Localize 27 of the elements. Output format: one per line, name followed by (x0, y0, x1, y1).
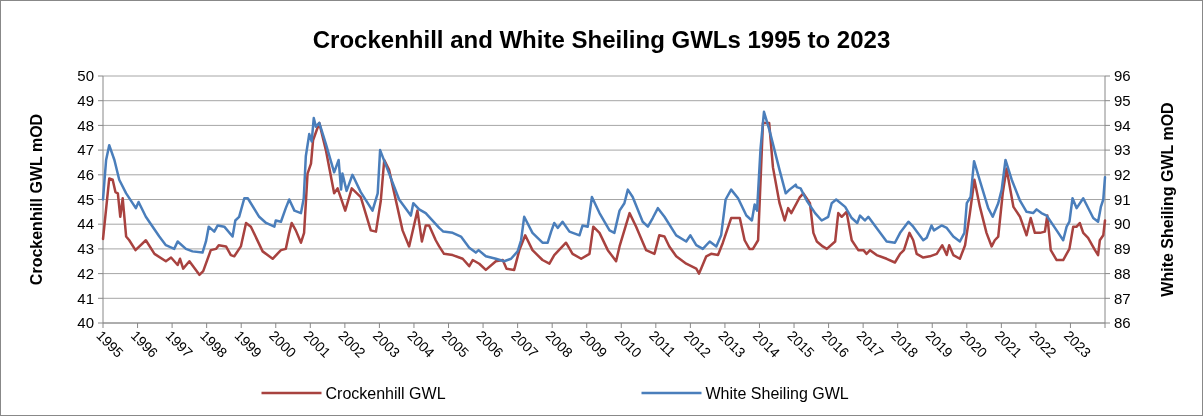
y2-tick-label: 86 (1114, 314, 1131, 332)
y2-tick-label: 89 (1114, 240, 1131, 258)
y2-tick-label: 91 (1114, 190, 1131, 208)
y2-tick-label: 93 (1114, 141, 1131, 159)
y2-tick-label: 95 (1114, 91, 1131, 109)
y2-axis-title: White Sheiling GWL mOD (1159, 102, 1176, 297)
y-tick-label: 50 (77, 67, 94, 85)
y-tick-label: 43 (77, 240, 94, 258)
y-tick-label: 42 (77, 264, 94, 282)
y-tick-label: 45 (77, 190, 94, 208)
y-tick-label: 47 (77, 141, 94, 159)
legend-label: Crockenhill GWL (325, 384, 446, 402)
y2-tick-label: 87 (1114, 289, 1131, 307)
y-tick-label: 44 (77, 215, 94, 233)
y2-tick-label: 90 (1114, 215, 1131, 233)
chart-title: Crockenhill and White Sheiling GWLs 1995 to 2023 (312, 26, 891, 53)
y-tick-label: 48 (77, 116, 94, 134)
y-tick-label: 49 (77, 91, 94, 109)
legend-label: White Sheiling GWL (705, 384, 849, 402)
y2-tick-label: 92 (1114, 166, 1131, 184)
y2-tick-label: 96 (1114, 67, 1131, 85)
y2-tick-label: 94 (1114, 116, 1131, 134)
y-tick-label: 40 (77, 314, 94, 332)
y-axis-title: Crockenhill GWL mOD (28, 113, 45, 286)
y-tick-label: 41 (77, 289, 94, 307)
y2-tick-label: 88 (1114, 264, 1131, 282)
y-tick-label: 46 (77, 166, 94, 184)
